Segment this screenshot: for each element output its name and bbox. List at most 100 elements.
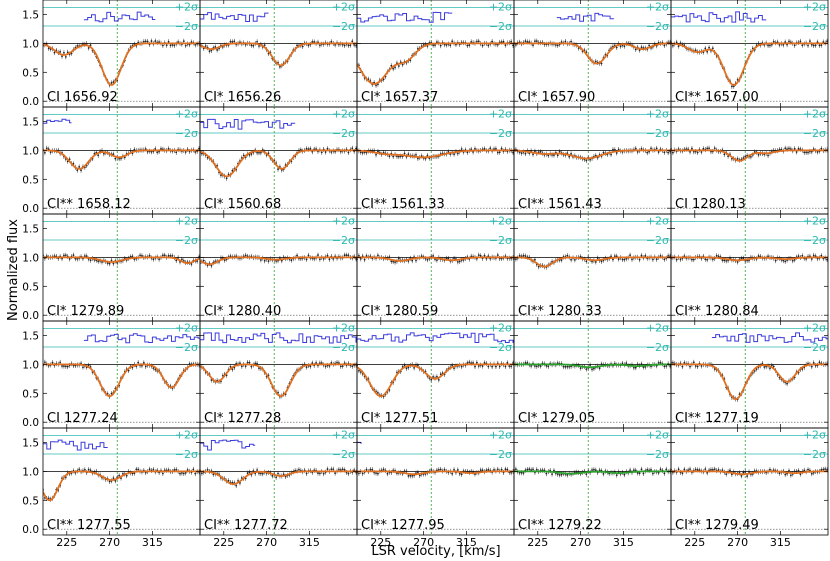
data-point (418, 474, 421, 477)
data-point (347, 151, 350, 154)
data-point (194, 472, 197, 475)
data-point (468, 44, 471, 46)
data-point (413, 366, 415, 369)
data-point (220, 256, 222, 259)
data-point (613, 255, 616, 258)
data-point (696, 468, 699, 471)
data-point (397, 257, 400, 260)
data-point (358, 369, 360, 372)
panel: +2σ −2σ CI** 1657.00 (670, 0, 829, 108)
panel-label: CI* 1277.51 (361, 411, 438, 426)
data-point (746, 475, 749, 477)
data-point (405, 367, 408, 370)
x-tick-label: 225 (684, 536, 705, 549)
data-point (504, 468, 507, 471)
data-point (64, 254, 67, 257)
data-point (76, 258, 79, 260)
panel: +2σ −2σ CI** 1279.22 (513, 427, 672, 536)
data-point (646, 151, 649, 154)
data-point (772, 149, 775, 152)
data-point (518, 254, 521, 257)
data-points (43, 38, 200, 88)
data-point (646, 468, 649, 471)
fit-curve (43, 470, 200, 502)
data-point (711, 47, 714, 50)
data-point (326, 254, 329, 257)
data-point (63, 254, 65, 257)
data-point (171, 43, 174, 46)
data-point (725, 473, 728, 476)
data-point (318, 258, 321, 261)
fit-curve (357, 149, 514, 159)
data-point (277, 168, 279, 171)
data-point (150, 150, 153, 153)
data-point (229, 40, 232, 43)
panel-label: CI** 1279.22 (518, 518, 602, 533)
residual-line (200, 439, 256, 451)
data-point (307, 254, 310, 257)
data-point (317, 254, 319, 256)
plus-2sigma-label: +2σ (332, 1, 355, 14)
data-point (632, 366, 635, 369)
data-point (659, 468, 662, 471)
data-point (585, 368, 588, 371)
data-point (495, 147, 497, 150)
data-point (102, 152, 105, 155)
data-point (757, 153, 760, 156)
data-point (64, 55, 67, 58)
data-point (826, 468, 828, 471)
data-point (753, 470, 756, 472)
data-point (239, 362, 241, 365)
data-point (409, 474, 412, 477)
data-point (556, 473, 559, 476)
data-point (436, 259, 438, 262)
x-tick-label: 315 (456, 536, 477, 549)
data-point (675, 258, 678, 261)
data-point (87, 468, 90, 471)
data-point (298, 149, 300, 152)
data-point (345, 254, 348, 257)
data-point (365, 255, 368, 257)
minus-2sigma-label: −2σ (803, 234, 826, 247)
data-point (826, 258, 828, 261)
data-point (204, 45, 207, 47)
data-point (778, 472, 781, 475)
data-point (330, 40, 333, 43)
data-point (700, 365, 703, 367)
data-point (392, 260, 395, 263)
data-point (250, 153, 253, 155)
data-point (142, 40, 145, 43)
data-point (512, 44, 514, 47)
data-point (545, 472, 548, 475)
panel: +2σ −2σ CI* 1279.89 (42, 213, 201, 322)
panel: +2σ −2σ CI** 1277.55 (42, 427, 201, 536)
data-point (650, 147, 652, 150)
data-point (451, 472, 454, 475)
data-point (619, 45, 622, 48)
data-point (483, 254, 486, 257)
data-point (148, 468, 151, 471)
panel-label: CI** 1279.49 (675, 518, 759, 533)
data-point (214, 46, 217, 48)
data-point (403, 470, 406, 473)
data-point (640, 363, 643, 365)
data-point (315, 361, 317, 364)
data-point (68, 258, 71, 260)
minus-2sigma-label: −2σ (175, 234, 198, 247)
data-point (717, 468, 720, 471)
data-point (659, 361, 662, 364)
data-point (539, 365, 542, 368)
data-point (171, 254, 174, 257)
data-point (184, 44, 187, 47)
data-point (313, 41, 316, 43)
data-point (439, 468, 442, 471)
data-point (675, 41, 678, 44)
data-point (365, 468, 368, 471)
data-point (192, 468, 195, 471)
data-points (514, 145, 671, 164)
data-point (585, 159, 588, 162)
x-tick-label: 225 (56, 536, 77, 549)
data-point (629, 469, 631, 472)
data-point (63, 365, 65, 368)
data-point (623, 473, 626, 476)
